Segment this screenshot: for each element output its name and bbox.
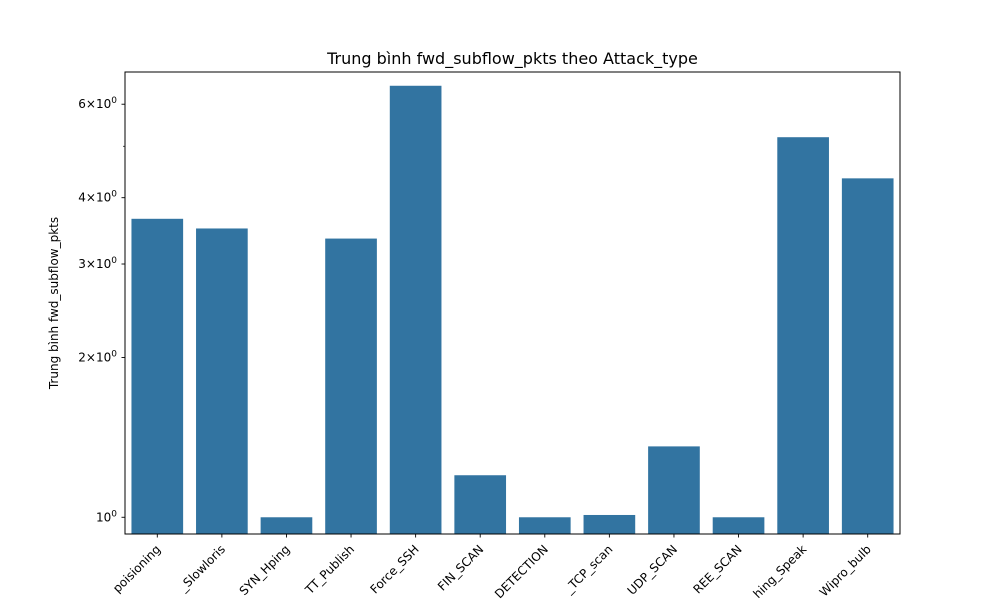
y-axis-ticks: 100 2×100 3×100 4×100 6×100 xyxy=(78,96,125,524)
bars xyxy=(131,85,894,535)
y-tick-label: 3×100 xyxy=(78,256,117,271)
x-tick-label: UDP_SCAN xyxy=(625,542,680,597)
x-tick-label: FIN_SCAN xyxy=(435,542,486,593)
x-tick-label: DETECTION xyxy=(492,542,551,600)
x-tick-label: Wipro_bulb xyxy=(817,542,874,599)
x-tick-label: Force_SSH xyxy=(367,542,421,596)
bar-1 xyxy=(196,228,248,534)
bar-2 xyxy=(260,517,313,534)
bar-6 xyxy=(518,517,571,534)
bar-3 xyxy=(325,238,377,534)
y-axis-label: Trung bình fwd_subflow_pkts xyxy=(47,217,61,390)
bar-8 xyxy=(648,446,700,534)
x-tick-label: TT_Publish xyxy=(302,542,357,597)
plot-frame xyxy=(124,71,901,535)
bar-4 xyxy=(389,85,442,535)
bar-5 xyxy=(454,475,507,534)
x-tick-label: REE_SCAN xyxy=(690,542,744,596)
y-tick-label: 100 xyxy=(96,509,117,524)
x-tick-label: _TCP_scan xyxy=(561,542,615,596)
x-tick-label: SYN_Hping xyxy=(237,542,293,598)
x-tick-label: poisioning xyxy=(110,542,163,595)
y-tick-label: 6×100 xyxy=(78,96,117,111)
y-tick-label: 4×100 xyxy=(78,190,117,205)
bar-0 xyxy=(131,218,184,534)
bar-10 xyxy=(777,137,829,534)
y-tick-label: 2×100 xyxy=(78,349,117,364)
x-axis-ticks: poisioning _Slowloris SYN_Hping TT_Publish F… xyxy=(110,534,874,600)
bar-7 xyxy=(583,514,636,534)
chart-title: Trung bình fwd_subflow_pkts theo Attack_… xyxy=(326,49,698,69)
x-tick-label: _Slowloris xyxy=(175,542,228,595)
bar-9 xyxy=(712,517,765,534)
bar-11 xyxy=(841,178,894,535)
x-tick-label: hing_Speak xyxy=(750,542,809,600)
